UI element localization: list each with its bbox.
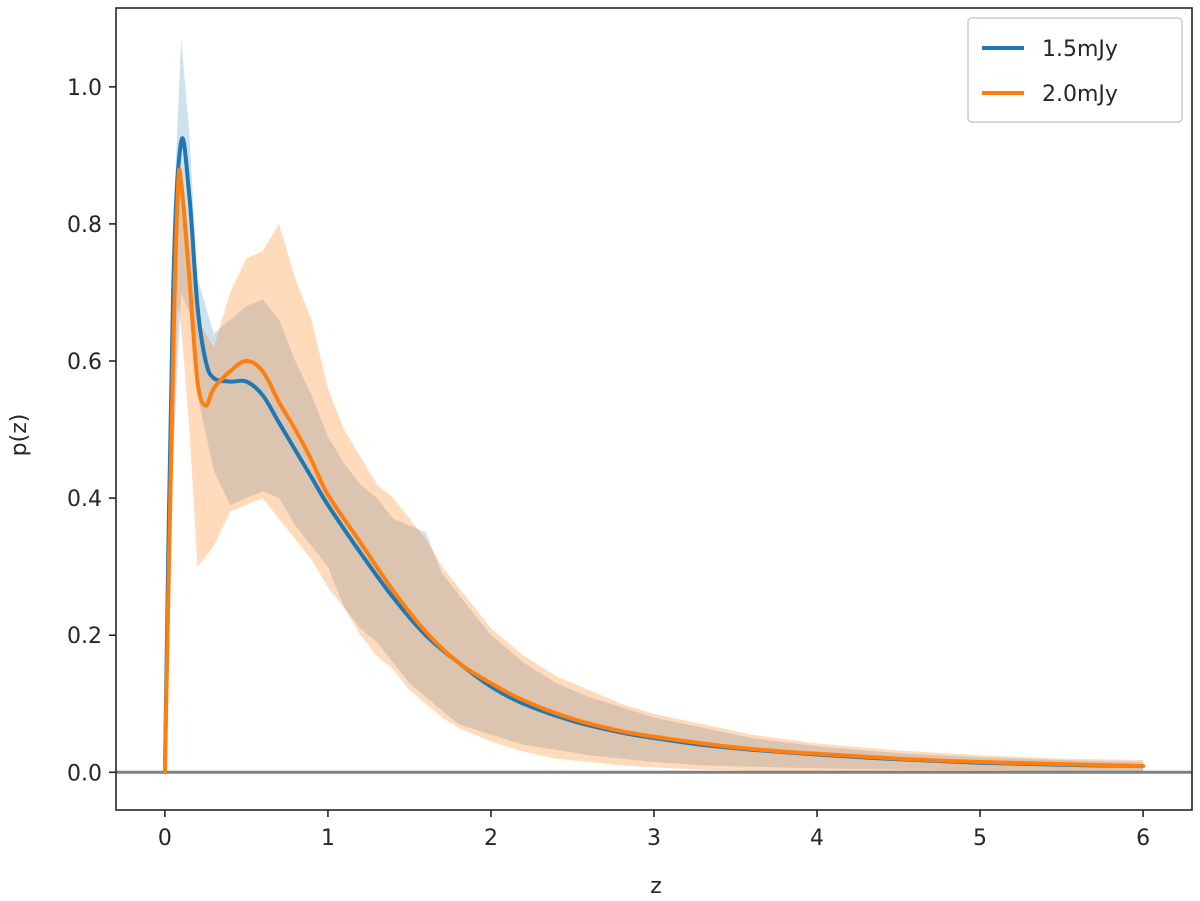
y-tick-label: 1.0 [67,76,102,101]
x-tick-label: 6 [1136,826,1150,851]
y-tick-label: 0.8 [67,213,102,238]
y-axis-label: p(z) [7,414,32,457]
y-tick-label: 0.2 [67,624,102,649]
band-1.5mJy [164,38,1144,773]
x-tick-label: 5 [973,826,987,851]
x-tick-label: 2 [484,826,498,851]
y-axis-ticks: 0.0 0.2 0.4 0.6 0.8 1.0 [67,76,116,786]
legend: 1.5mJy 2.0mJy [967,17,1183,123]
series-line-2.0mJy [162,167,1146,775]
x-tick-label: 3 [647,826,661,851]
legend-box [967,17,1183,123]
x-tick-label: 1 [321,826,335,851]
x-tick-label: 4 [810,826,824,851]
legend-label: 2.0mJy [1042,82,1118,107]
x-axis-label: z [650,874,662,899]
legend-label: 1.5mJy [1042,37,1118,62]
y-tick-label: 0.0 [67,761,102,786]
y-tick-label: 0.6 [67,350,102,375]
y-tick-label: 0.4 [67,487,102,512]
x-axis-ticks: 0 1 2 3 4 5 6 [158,810,1150,851]
x-tick-label: 0 [158,826,172,851]
series-lines [162,136,1146,775]
